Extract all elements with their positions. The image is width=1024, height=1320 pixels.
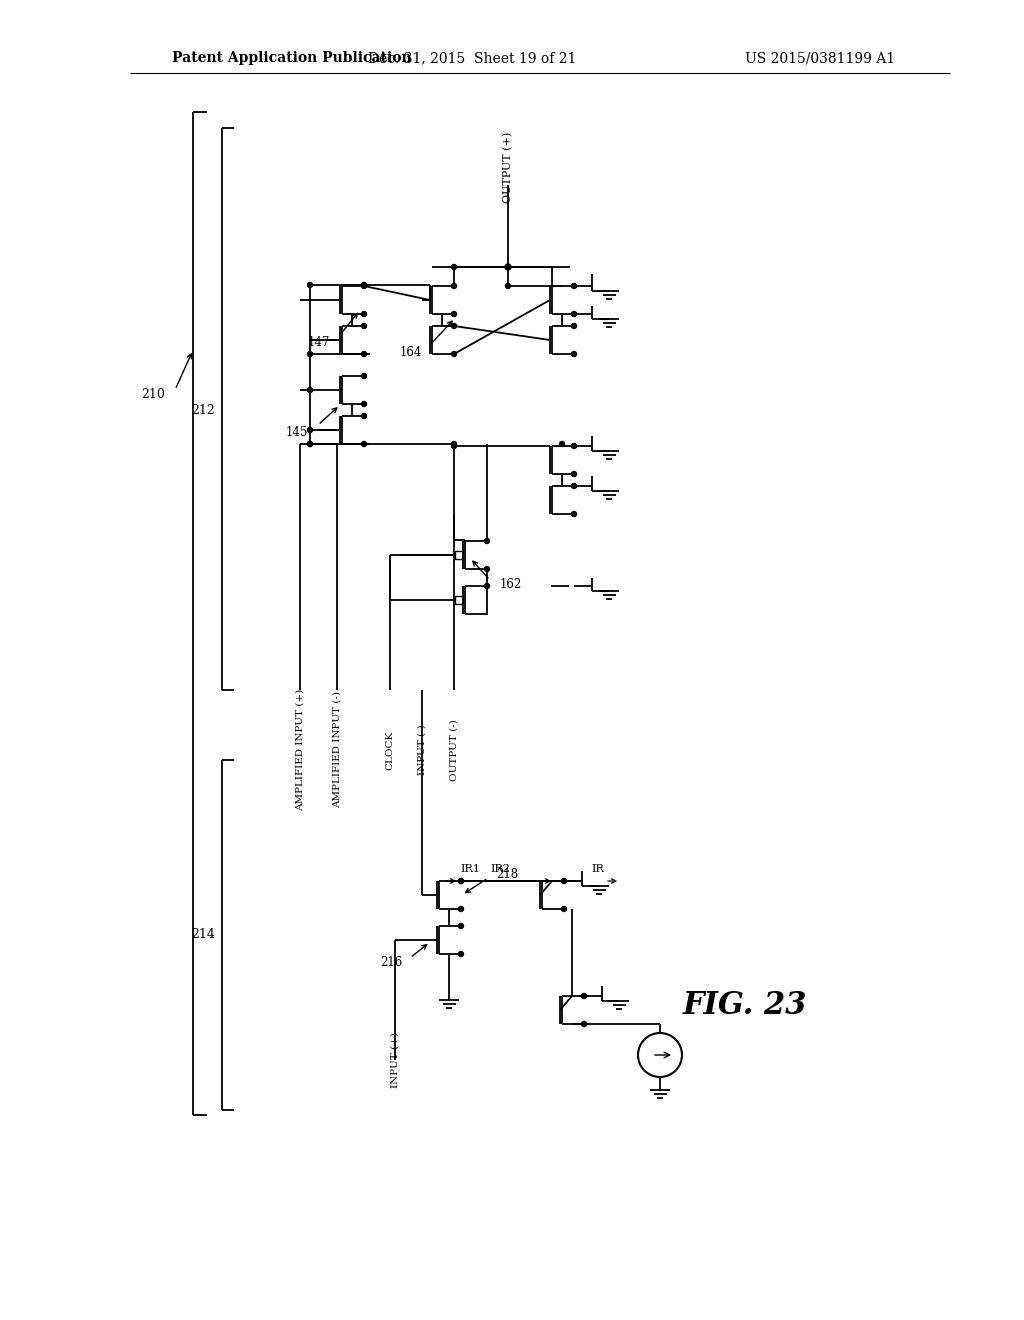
Circle shape — [361, 284, 367, 289]
Circle shape — [571, 351, 577, 356]
Text: Dec. 31, 2015  Sheet 19 of 21: Dec. 31, 2015 Sheet 19 of 21 — [368, 51, 577, 65]
Circle shape — [571, 511, 577, 516]
Circle shape — [361, 312, 367, 317]
Circle shape — [361, 351, 367, 356]
Circle shape — [459, 952, 464, 957]
Text: IR2: IR2 — [490, 865, 510, 874]
Bar — [455, 597, 463, 605]
Circle shape — [571, 284, 577, 289]
Text: 147: 147 — [307, 337, 330, 350]
Text: INPUT (+): INPUT (+) — [390, 1032, 399, 1088]
Text: 164: 164 — [399, 346, 422, 359]
Circle shape — [582, 1022, 587, 1027]
Circle shape — [582, 994, 587, 998]
Circle shape — [307, 441, 312, 446]
Circle shape — [307, 428, 312, 433]
Bar — [455, 550, 463, 558]
Circle shape — [361, 441, 367, 446]
Circle shape — [484, 583, 489, 589]
Circle shape — [561, 907, 566, 912]
Text: CLOCK: CLOCK — [385, 730, 394, 770]
Text: US 2015/0381199 A1: US 2015/0381199 A1 — [744, 51, 895, 65]
Text: IR1: IR1 — [460, 865, 480, 874]
Circle shape — [484, 566, 489, 572]
Text: OUTPUT (-): OUTPUT (-) — [450, 719, 459, 781]
Circle shape — [459, 924, 464, 928]
Circle shape — [361, 323, 367, 329]
Text: 214: 214 — [191, 928, 215, 941]
Circle shape — [571, 323, 577, 329]
Circle shape — [459, 907, 464, 912]
Circle shape — [571, 471, 577, 477]
Circle shape — [452, 264, 457, 269]
Circle shape — [452, 444, 457, 449]
Text: Patent Application Publication: Patent Application Publication — [172, 51, 412, 65]
Circle shape — [459, 879, 464, 883]
Circle shape — [361, 401, 367, 407]
Circle shape — [452, 323, 457, 329]
Text: 218: 218 — [496, 867, 518, 880]
Text: 145: 145 — [286, 425, 308, 438]
Circle shape — [571, 483, 577, 488]
Text: FIG. 23: FIG. 23 — [683, 990, 807, 1020]
Circle shape — [559, 441, 564, 446]
Circle shape — [484, 539, 489, 544]
Circle shape — [307, 388, 312, 392]
Circle shape — [361, 282, 367, 288]
Circle shape — [307, 441, 312, 446]
Text: 216: 216 — [380, 957, 402, 969]
Text: 162: 162 — [500, 578, 522, 591]
Circle shape — [452, 312, 457, 317]
Text: OUTPUT (+): OUTPUT (+) — [503, 132, 513, 203]
Circle shape — [459, 879, 464, 883]
Circle shape — [307, 351, 312, 356]
Circle shape — [452, 351, 457, 356]
Circle shape — [307, 282, 312, 288]
Circle shape — [571, 312, 577, 317]
Text: 212: 212 — [191, 404, 215, 417]
Circle shape — [561, 879, 566, 883]
Circle shape — [505, 264, 511, 271]
Text: 210: 210 — [141, 388, 165, 401]
Text: IR: IR — [592, 865, 604, 874]
Text: AMPLIFIED INPUT (-): AMPLIFIED INPUT (-) — [333, 692, 341, 808]
Circle shape — [361, 374, 367, 379]
Circle shape — [571, 444, 577, 449]
Circle shape — [506, 284, 511, 289]
Circle shape — [452, 284, 457, 289]
Text: AMPLIFIED INPUT (+): AMPLIFIED INPUT (+) — [296, 689, 304, 810]
Text: INPUT (-): INPUT (-) — [418, 725, 427, 775]
Circle shape — [361, 413, 367, 418]
Circle shape — [452, 441, 457, 446]
